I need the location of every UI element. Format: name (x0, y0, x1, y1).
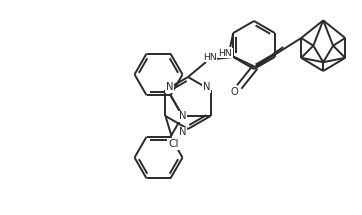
Text: Cl: Cl (168, 139, 179, 149)
Text: N: N (179, 111, 186, 121)
Text: N: N (166, 82, 173, 92)
Text: N: N (203, 82, 210, 92)
Text: O: O (230, 87, 238, 97)
Text: N: N (179, 127, 187, 137)
Text: HN: HN (203, 52, 217, 61)
Text: HN: HN (218, 49, 232, 57)
